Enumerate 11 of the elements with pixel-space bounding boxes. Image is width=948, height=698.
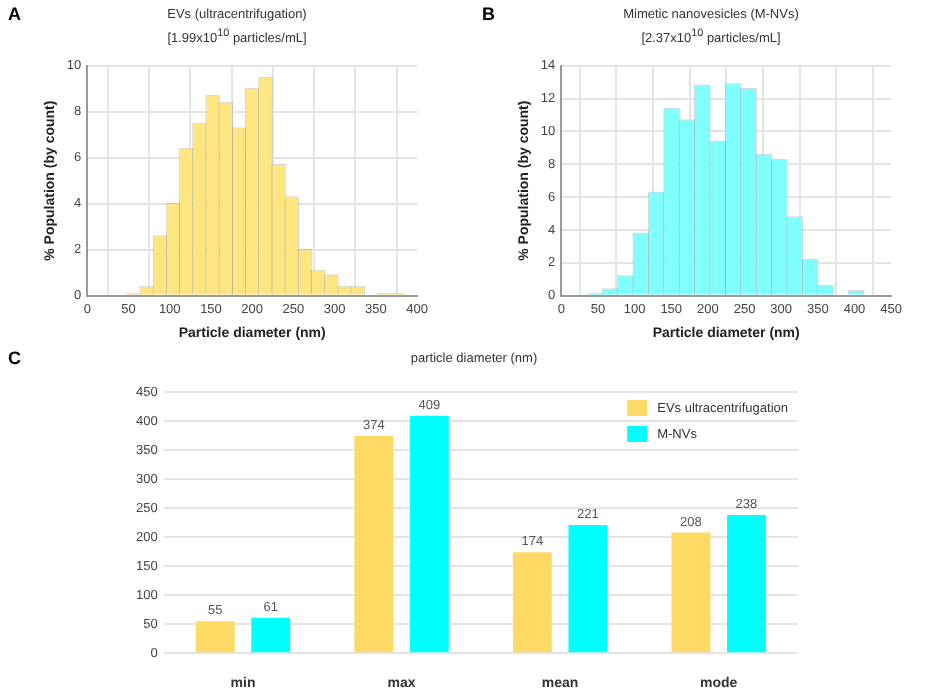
text: A [8,4,21,24]
bar [568,524,608,653]
text: C [8,348,21,368]
bar [512,552,552,653]
bar [251,617,291,653]
text: B [482,4,495,24]
bar [354,436,394,653]
bar [409,415,449,653]
bar [195,621,235,653]
bar [727,515,766,653]
bar [671,532,711,653]
